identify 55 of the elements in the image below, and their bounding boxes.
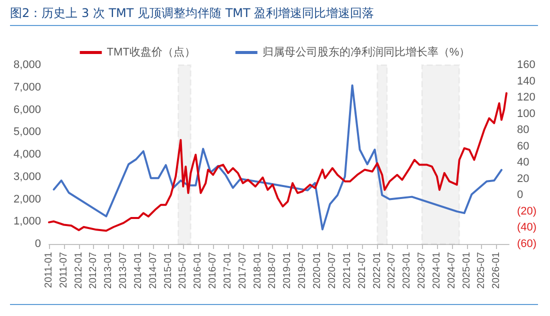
y-tick-label: 5,000: [13, 126, 41, 138]
x-tick-label: 2019-07: [297, 252, 308, 289]
x-tick-label: 2012-07: [88, 252, 100, 289]
y-tick-label: 2,000: [13, 193, 41, 206]
x-tick-label: 2019-01: [282, 252, 294, 289]
y2-tick-label: 80: [517, 124, 530, 136]
x-tick-label: 2025-01: [461, 252, 472, 289]
y-tick-label: 6,000: [13, 104, 41, 116]
x-tick-label: 2016-07: [208, 252, 219, 289]
y-tick-label: 3,000: [13, 170, 41, 183]
y2-tick-label: (20): [517, 205, 537, 218]
x-tick-label: 2025-07: [476, 252, 488, 289]
x-tick-label: 2014-01: [133, 252, 144, 289]
legend-label: 归属母公司股东的净利润同比增长率（%）: [262, 46, 470, 58]
y2-tick-label: (60): [517, 238, 537, 250]
x-tick-label: 2020-07: [326, 252, 338, 289]
y2-tick-label: 120: [517, 92, 536, 104]
y-tick-label: 0: [34, 238, 41, 250]
x-tick-label: 2015-07: [178, 252, 189, 289]
y2-tick-label: 20: [517, 172, 530, 185]
legend-label: TMT收盘价（点）: [106, 46, 196, 58]
y2-tick-label: (40): [517, 222, 537, 234]
x-tick-label: 2018-01: [252, 252, 264, 289]
x-tick-label: 2023-01: [402, 252, 413, 289]
x-tick-label: 2013-07: [118, 252, 130, 289]
x-tick-label: 2020-01: [312, 252, 324, 289]
y2-tick-label: 40: [517, 156, 530, 169]
x-tick-label: 2012-01: [73, 252, 84, 289]
y2-tick-label: 0: [517, 189, 524, 202]
x-tick-label: 2016-01: [192, 252, 204, 289]
y2-tick-label: 100: [517, 108, 536, 120]
x-tick-label: 2024-01: [431, 252, 442, 289]
x-tick-label: 2018-07: [267, 252, 278, 289]
x-tick-label: 2015-01: [162, 252, 174, 289]
y-tick-label: 7,000: [13, 81, 41, 94]
y-tick-label: 1,000: [13, 216, 41, 228]
chart-title: 图2：历史上 3 次 TMT 见顶调整均伴随 TMT 盈利增速同比增速回落: [10, 5, 538, 26]
x-tick-label: 2026-01: [491, 252, 502, 289]
x-tick-label: 2011-07: [58, 252, 70, 288]
x-tick-label: 2014-07: [148, 252, 159, 289]
x-tick-label: 2023-07: [416, 252, 428, 289]
x-tick-label: 2017-07: [237, 252, 248, 289]
y2-tick-label: 140: [517, 75, 536, 88]
x-tick-label: 2013-01: [103, 252, 114, 289]
y2-tick-label: 160: [517, 59, 536, 71]
y2-tick-label: 60: [517, 140, 530, 152]
y-tick-label: 8,000: [13, 59, 41, 71]
x-tick-label: 2011-01: [44, 252, 54, 288]
x-tick-label: 2022-01: [372, 252, 383, 289]
x-tick-label: 2017-01: [222, 252, 234, 289]
x-tick-label: 2021-01: [342, 252, 353, 289]
x-tick-label: 2024-07: [446, 252, 458, 289]
x-tick-label: 2021-07: [356, 252, 368, 289]
y-tick-label: 4,000: [13, 148, 41, 160]
x-tick-label: 2022-07: [386, 252, 398, 289]
